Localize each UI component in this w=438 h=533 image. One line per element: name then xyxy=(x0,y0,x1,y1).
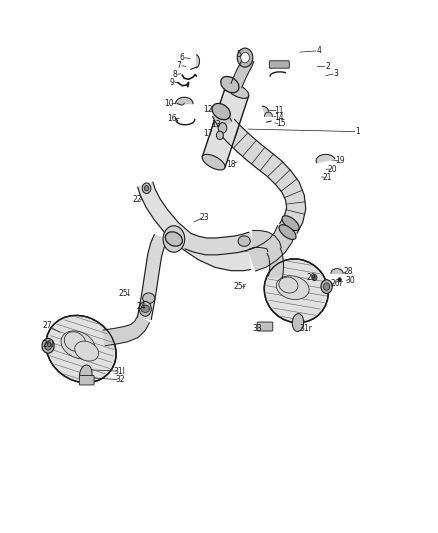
Polygon shape xyxy=(103,316,149,346)
Circle shape xyxy=(338,278,341,282)
Text: 19: 19 xyxy=(336,156,345,165)
Polygon shape xyxy=(248,225,296,271)
Polygon shape xyxy=(316,155,335,163)
Text: 25l: 25l xyxy=(119,289,131,298)
Text: 29: 29 xyxy=(306,272,316,281)
Polygon shape xyxy=(202,85,249,168)
FancyBboxPatch shape xyxy=(257,322,273,331)
Text: 5: 5 xyxy=(236,51,241,60)
Ellipse shape xyxy=(226,83,249,99)
Ellipse shape xyxy=(221,76,239,93)
Ellipse shape xyxy=(75,341,99,361)
Text: 2: 2 xyxy=(325,62,330,71)
FancyBboxPatch shape xyxy=(269,61,289,68)
Text: 23: 23 xyxy=(199,213,208,222)
Polygon shape xyxy=(267,248,284,278)
Ellipse shape xyxy=(276,276,309,300)
Circle shape xyxy=(163,226,185,252)
Text: 25r: 25r xyxy=(233,282,246,291)
Circle shape xyxy=(324,283,330,290)
Text: 13: 13 xyxy=(211,120,220,129)
Text: 11: 11 xyxy=(274,106,284,115)
Ellipse shape xyxy=(166,232,182,246)
Ellipse shape xyxy=(64,332,86,351)
Ellipse shape xyxy=(282,216,299,231)
Text: 6: 6 xyxy=(180,53,184,62)
Text: 33: 33 xyxy=(252,325,262,334)
Polygon shape xyxy=(197,55,199,68)
Text: 26l: 26l xyxy=(43,340,55,349)
Text: 15: 15 xyxy=(276,119,286,128)
Text: 16: 16 xyxy=(167,114,177,123)
Polygon shape xyxy=(331,269,343,273)
Text: 9: 9 xyxy=(170,78,175,87)
Circle shape xyxy=(45,342,52,350)
Text: 4: 4 xyxy=(316,46,321,55)
Text: 24: 24 xyxy=(136,302,146,311)
Ellipse shape xyxy=(279,225,296,239)
Ellipse shape xyxy=(279,277,298,293)
Ellipse shape xyxy=(238,236,250,246)
Polygon shape xyxy=(219,119,306,233)
Polygon shape xyxy=(252,231,281,252)
Circle shape xyxy=(142,183,151,193)
Circle shape xyxy=(139,301,151,316)
Ellipse shape xyxy=(292,313,304,332)
Circle shape xyxy=(237,48,253,67)
Polygon shape xyxy=(212,110,232,128)
Text: 14: 14 xyxy=(274,113,284,122)
Text: 27: 27 xyxy=(43,321,53,330)
Text: 10: 10 xyxy=(164,99,174,108)
Text: 3: 3 xyxy=(334,69,339,78)
Ellipse shape xyxy=(80,365,92,384)
Text: 31l: 31l xyxy=(113,367,125,376)
Polygon shape xyxy=(138,182,251,271)
Circle shape xyxy=(312,274,317,281)
Ellipse shape xyxy=(202,155,225,170)
Circle shape xyxy=(218,123,227,133)
Polygon shape xyxy=(176,98,193,103)
Polygon shape xyxy=(138,235,167,320)
Polygon shape xyxy=(262,106,268,116)
Text: 18: 18 xyxy=(226,160,236,169)
Text: 1: 1 xyxy=(356,127,360,136)
FancyBboxPatch shape xyxy=(79,375,94,385)
Circle shape xyxy=(42,338,54,353)
Text: 21: 21 xyxy=(323,173,332,182)
Circle shape xyxy=(216,131,223,140)
Text: 7: 7 xyxy=(177,61,181,70)
Text: 32: 32 xyxy=(115,375,125,384)
Text: 31r: 31r xyxy=(299,325,312,334)
Text: 17: 17 xyxy=(203,129,212,138)
Polygon shape xyxy=(231,57,254,88)
Text: 20: 20 xyxy=(328,165,337,174)
Circle shape xyxy=(145,185,149,191)
Ellipse shape xyxy=(209,90,242,163)
Text: 22: 22 xyxy=(133,196,142,204)
Ellipse shape xyxy=(143,293,155,303)
Ellipse shape xyxy=(264,259,328,322)
Text: 8: 8 xyxy=(173,70,177,79)
Text: 12: 12 xyxy=(203,106,212,115)
Polygon shape xyxy=(185,232,254,255)
Ellipse shape xyxy=(46,316,116,383)
Ellipse shape xyxy=(141,305,150,312)
Text: 28: 28 xyxy=(343,267,353,276)
Ellipse shape xyxy=(61,331,95,359)
Polygon shape xyxy=(265,112,272,116)
Text: 26r: 26r xyxy=(331,279,343,288)
Text: 30: 30 xyxy=(345,276,355,285)
Ellipse shape xyxy=(212,103,230,120)
Circle shape xyxy=(321,280,332,294)
Circle shape xyxy=(241,52,249,63)
